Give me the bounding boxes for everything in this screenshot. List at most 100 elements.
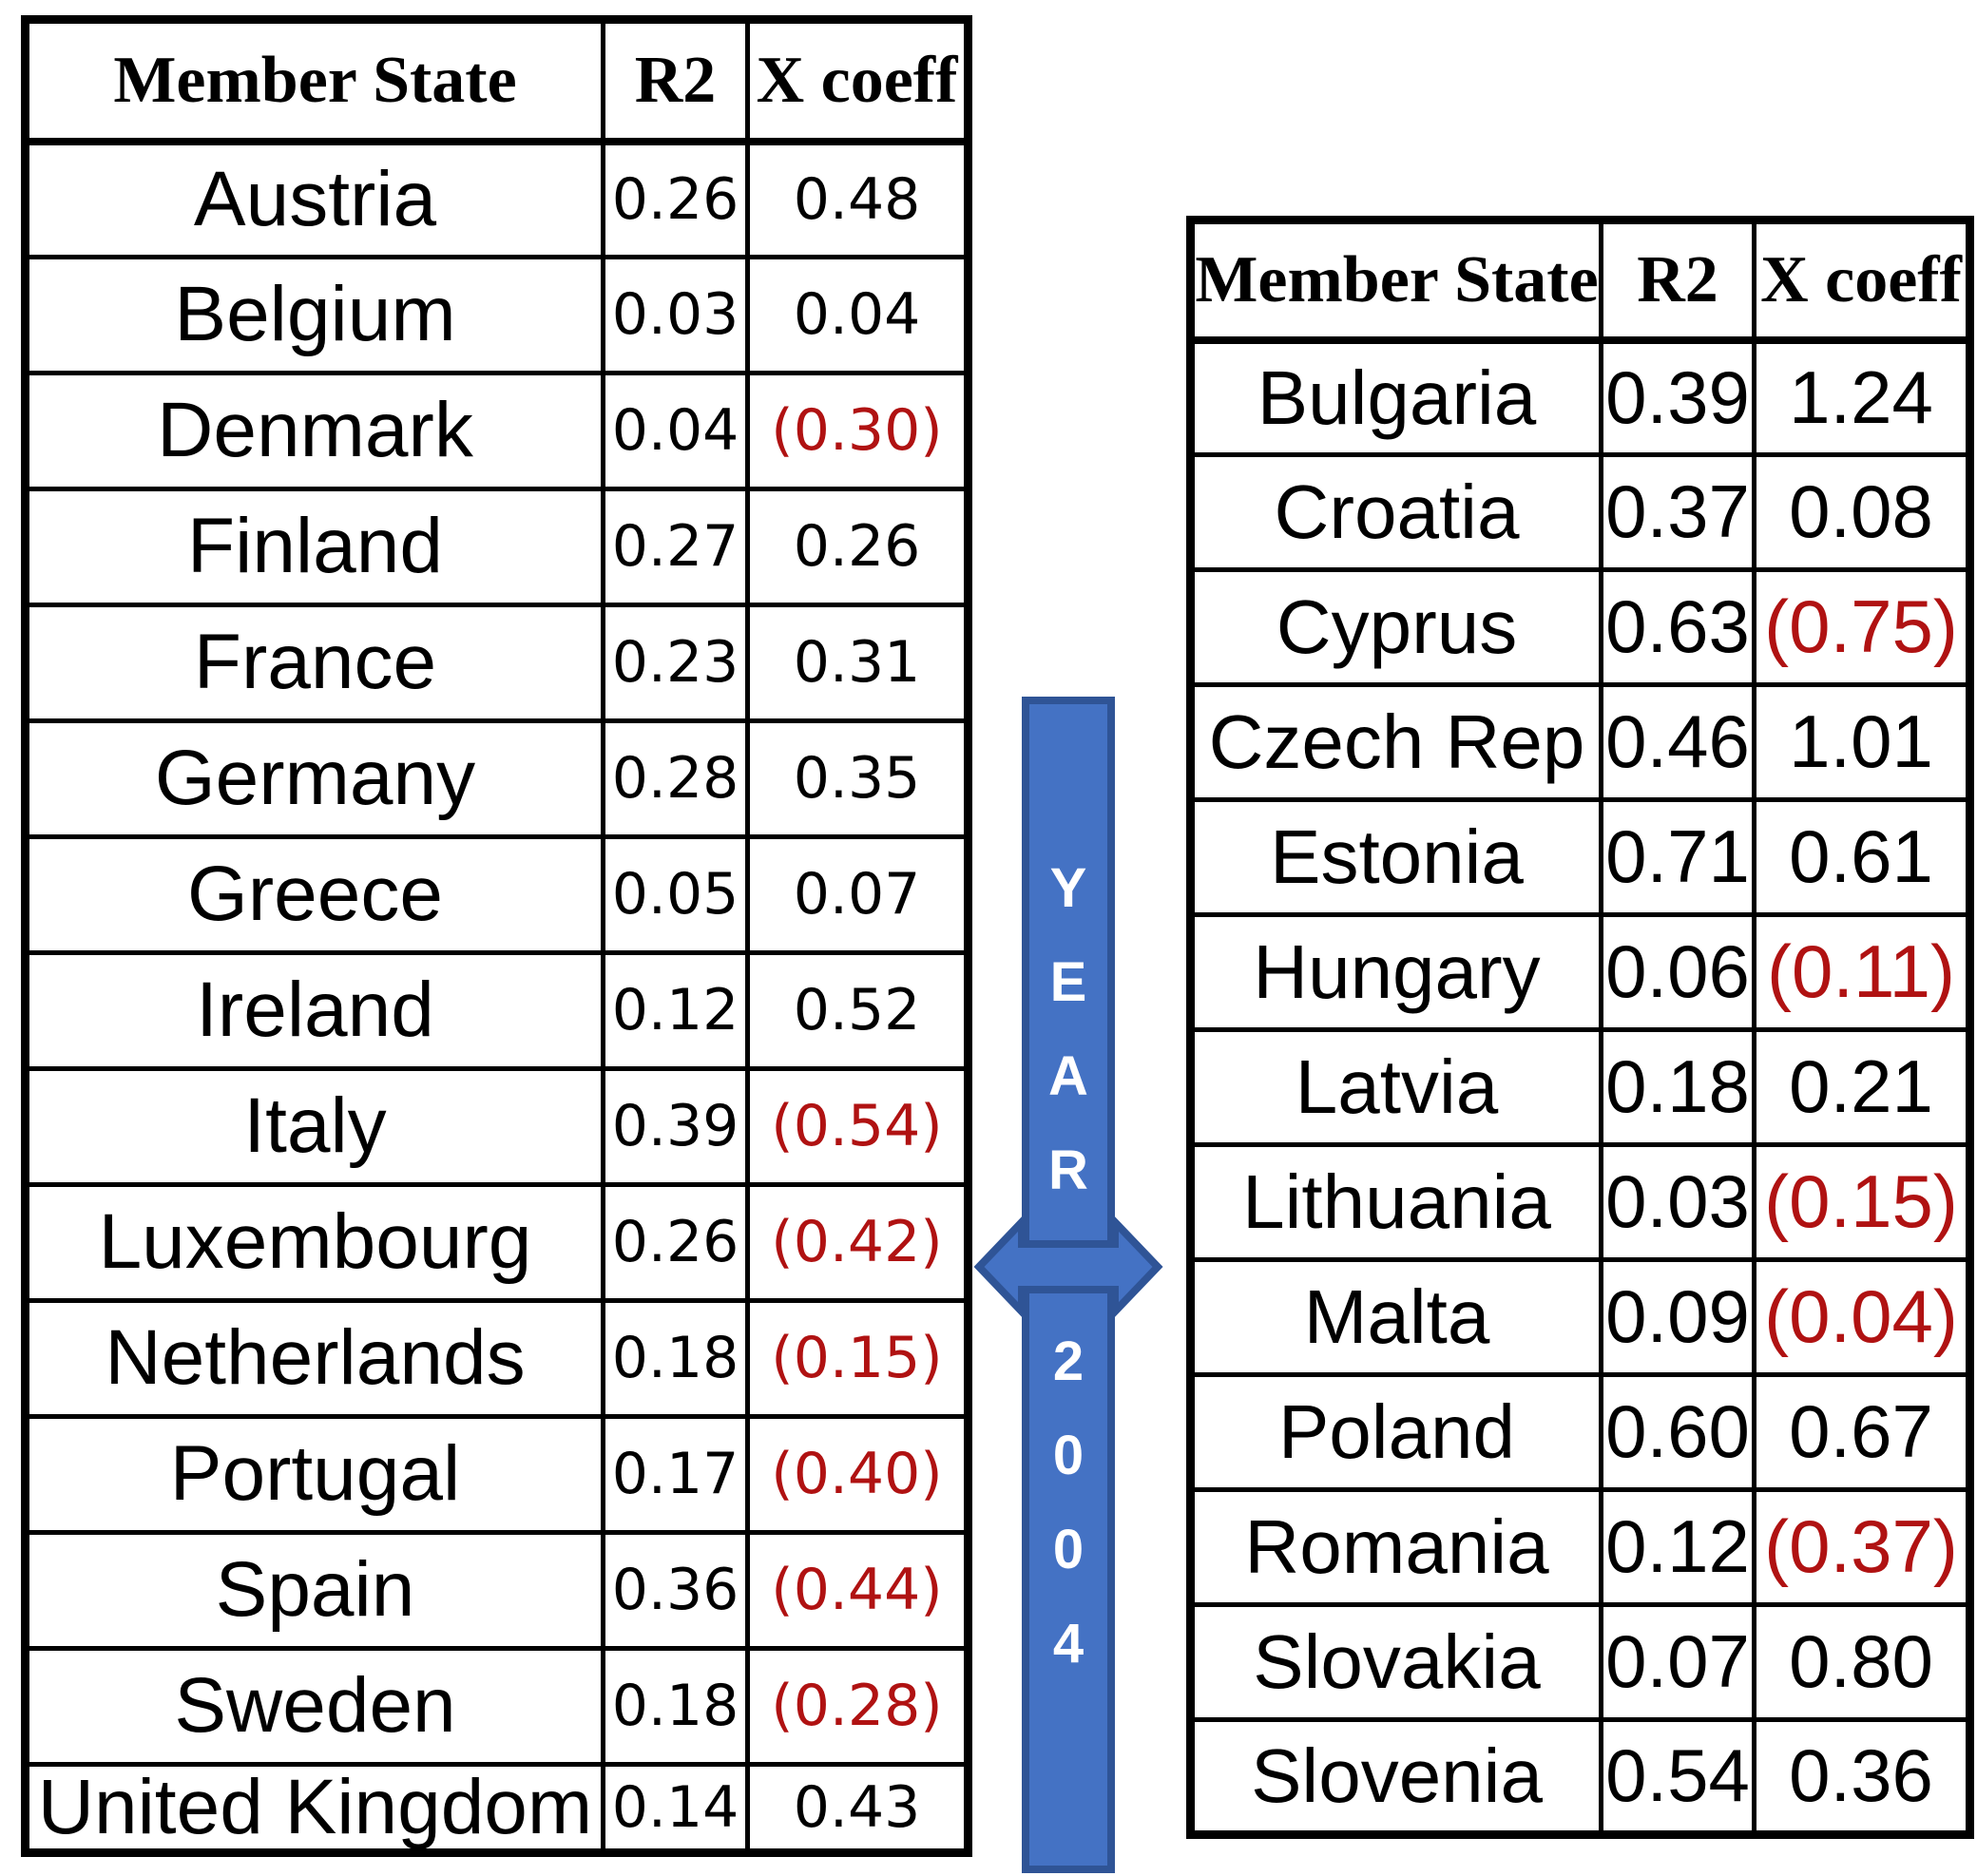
x-coeff-cell: 0.67 xyxy=(1752,1372,1972,1492)
member-state-cell: Luxembourg xyxy=(23,1182,605,1303)
member-state-cell: Cyprus xyxy=(1188,567,1603,687)
table-row: Italy 0.39 (0.54) xyxy=(23,1066,970,1187)
table-row: Slovenia 0.54 0.36 xyxy=(1188,1717,1972,1837)
r2-header: R2 xyxy=(601,17,750,145)
table-row: Greece 0.05 0.07 xyxy=(23,834,970,955)
r2-cell: 0.05 xyxy=(601,834,750,955)
eu15-table-body: Austria 0.26 0.48 Belgium 0.03 0.04 Denmark 0.0… xyxy=(23,139,970,1856)
member-state-cell: Finland xyxy=(23,487,605,607)
header-row: Member State R2 X coeff xyxy=(23,17,970,145)
x-coeff-cell: (0.28) xyxy=(745,1646,970,1767)
member-state-cell: Ireland xyxy=(23,950,605,1071)
r2-cell: 0.17 xyxy=(601,1414,750,1535)
r2-cell: 0.09 xyxy=(1599,1257,1756,1377)
x-coeff-cell: (0.30) xyxy=(745,371,970,491)
table-row: Austria 0.26 0.48 xyxy=(23,139,970,259)
x-coeff-cell: 0.21 xyxy=(1752,1027,1972,1147)
member-state-cell: Slovakia xyxy=(1188,1602,1603,1722)
table-row: Lithuania 0.03 (0.15) xyxy=(1188,1142,1972,1262)
table-row: Latvia 0.18 0.21 xyxy=(1188,1027,1972,1147)
r2-cell: 0.46 xyxy=(1599,682,1756,802)
x-coeff-cell: 0.43 xyxy=(745,1761,970,1856)
member-state-cell: Hungary xyxy=(1188,912,1603,1032)
r2-cell: 0.39 xyxy=(1599,337,1756,457)
r2-cell: 0.26 xyxy=(601,1182,750,1303)
x-coeff-cell: 0.31 xyxy=(745,603,970,723)
table-row: Croatia 0.37 0.08 xyxy=(1188,452,1972,572)
table-row: Czech Rep 0.46 1.01 xyxy=(1188,682,1972,802)
member-state-cell: Portugal xyxy=(23,1414,605,1535)
r2-cell: 0.26 xyxy=(601,139,750,259)
table-row: Romania 0.12 (0.37) xyxy=(1188,1487,1972,1607)
member-state-cell: Romania xyxy=(1188,1487,1603,1607)
r2-cell: 0.23 xyxy=(601,603,750,723)
member-state-header: Member State xyxy=(1188,218,1603,344)
table-row: Sweden 0.18 (0.28) xyxy=(23,1646,970,1767)
r2-cell: 0.12 xyxy=(601,950,750,1071)
r2-cell: 0.18 xyxy=(601,1646,750,1767)
member-state-cell: United Kingdom xyxy=(23,1761,605,1856)
table-row: Cyprus 0.63 (0.75) xyxy=(1188,567,1972,687)
table-row: Poland 0.60 0.67 xyxy=(1188,1372,1972,1492)
x-coeff-cell: (0.42) xyxy=(745,1182,970,1303)
x-coeff-cell: 0.52 xyxy=(745,950,970,1071)
member-state-cell: Latvia xyxy=(1188,1027,1603,1147)
table-row: Luxembourg 0.26 (0.42) xyxy=(23,1182,970,1303)
member-state-header: Member State xyxy=(23,17,605,145)
x-coeff-cell: 0.35 xyxy=(745,718,970,839)
member-state-cell: France xyxy=(23,603,605,723)
member-state-cell: Poland xyxy=(1188,1372,1603,1492)
table-row: Bulgaria 0.39 1.24 xyxy=(1188,337,1972,457)
x-coeff-cell: 0.26 xyxy=(745,487,970,607)
table-row: Spain 0.36 (0.44) xyxy=(23,1530,970,1651)
r2-cell: 0.03 xyxy=(1599,1142,1756,1262)
table-row: Finland 0.27 0.26 xyxy=(23,487,970,607)
r2-cell: 0.54 xyxy=(1599,1717,1756,1837)
table-row: Hungary 0.06 (0.11) xyxy=(1188,912,1972,1032)
x-coeff-cell: (0.37) xyxy=(1752,1487,1972,1607)
table-row: Netherlands 0.18 (0.15) xyxy=(23,1298,970,1419)
x-coeff-cell: 0.80 xyxy=(1752,1602,1972,1722)
table-row: Slovakia 0.07 0.80 xyxy=(1188,1602,1972,1722)
r2-header: R2 xyxy=(1599,218,1756,344)
x-coeff-header: X coeff xyxy=(745,17,970,145)
r2-cell: 0.27 xyxy=(601,487,750,607)
member-state-cell: Netherlands xyxy=(23,1298,605,1419)
member-state-cell: Czech Rep xyxy=(1188,682,1603,802)
x-coeff-cell: 0.61 xyxy=(1752,797,1972,917)
member-state-cell: Denmark xyxy=(23,371,605,491)
year-2004-banner: Y E A R 2 0 0 4 xyxy=(974,697,1164,1876)
r2-cell: 0.36 xyxy=(601,1530,750,1651)
r2-cell: 0.71 xyxy=(1599,797,1756,917)
accession-table-body: Bulgaria 0.39 1.24 Croatia 0.37 0.08 Cyprus 0.6… xyxy=(1188,337,1972,1837)
r2-cell: 0.39 xyxy=(601,1066,750,1187)
member-state-cell: Greece xyxy=(23,834,605,955)
member-state-cell: Italy xyxy=(23,1066,605,1187)
r2-cell: 0.60 xyxy=(1599,1372,1756,1492)
eu15-table: Member State R2 X coeff Austria 0.26 0.48 Bel… xyxy=(21,15,972,1858)
x-coeff-cell: (0.15) xyxy=(1752,1142,1972,1262)
x-coeff-header: X coeff xyxy=(1752,218,1972,344)
table-row: United Kingdom 0.14 0.43 xyxy=(23,1761,970,1856)
member-state-cell: Croatia xyxy=(1188,452,1603,572)
member-state-cell: Germany xyxy=(23,718,605,839)
r2-cell: 0.28 xyxy=(601,718,750,839)
r2-cell: 0.18 xyxy=(601,1298,750,1419)
r2-cell: 0.63 xyxy=(1599,567,1756,687)
table-row: Portugal 0.17 (0.40) xyxy=(23,1414,970,1535)
x-coeff-cell: 0.04 xyxy=(745,255,970,375)
x-coeff-cell: (0.75) xyxy=(1752,567,1972,687)
member-state-cell: Bulgaria xyxy=(1188,337,1603,457)
table-row: Ireland 0.12 0.52 xyxy=(23,950,970,1071)
x-coeff-cell: (0.44) xyxy=(745,1530,970,1651)
x-coeff-cell: 0.07 xyxy=(745,834,970,955)
r2-cell: 0.14 xyxy=(601,1761,750,1856)
header-row: Member State R2 X coeff xyxy=(1188,218,1972,344)
x-coeff-cell: (0.11) xyxy=(1752,912,1972,1032)
x-coeff-cell: 1.01 xyxy=(1752,682,1972,802)
x-coeff-cell: (0.15) xyxy=(745,1298,970,1419)
r2-cell: 0.06 xyxy=(1599,912,1756,1032)
table-row: Belgium 0.03 0.04 xyxy=(23,255,970,375)
member-state-cell: Lithuania xyxy=(1188,1142,1603,1262)
